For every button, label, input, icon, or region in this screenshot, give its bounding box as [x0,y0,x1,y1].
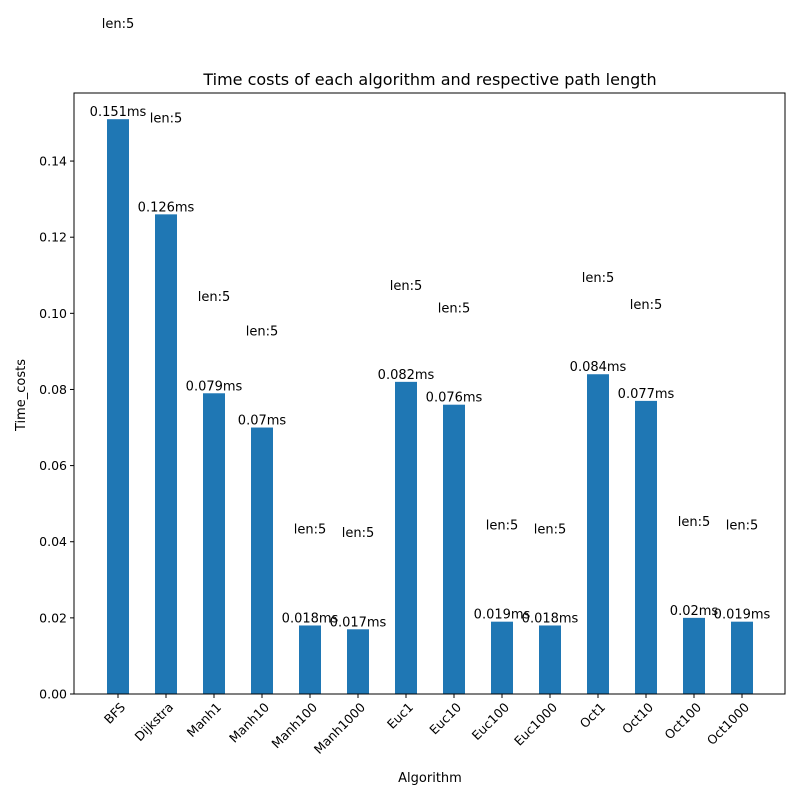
y-tick-label: 0.00 [39,687,67,702]
value-label: 0.076ms [426,391,483,406]
bar-manh1000 [347,629,369,694]
x-tick-label: BFS [101,699,128,726]
path-length-label: len:5 [582,271,615,286]
y-tick-label: 0.04 [39,534,67,549]
value-label: 0.017ms [330,615,387,630]
path-length-label: len:5 [678,515,711,530]
path-length-label: len:5 [390,279,423,294]
y-tick-label: 0.14 [39,154,67,169]
x-axis-label: Algorithm [398,771,462,786]
x-tick-label: Euc1 [384,700,416,732]
path-length-label: len:5 [102,17,135,32]
x-tick-label: Oct100 [661,699,704,742]
labels-layer: 0.151mslen:50.126mslen:50.079mslen:50.07… [90,17,771,630]
bar-manh10 [251,427,273,694]
path-length-label: len:5 [486,519,519,534]
chart-title: Time costs of each algorithm and respect… [202,70,656,89]
bar-dijkstra [155,214,177,694]
x-tick-label: Oct1000 [704,699,752,747]
bar-oct10 [635,400,657,694]
path-length-label: len:5 [198,290,231,305]
x-tick-label: Dijkstra [132,700,177,745]
plot-frame [73,92,786,695]
path-length-label: len:5 [342,526,375,541]
value-label: 0.018ms [282,611,339,626]
path-length-label: len:5 [438,302,471,317]
value-label: 0.082ms [378,368,435,383]
x-tick-label: Euc1000 [511,699,560,748]
value-label: 0.079ms [186,379,243,394]
y-tick-label: 0.06 [39,458,67,473]
bar-oct1000 [731,621,753,694]
value-label: 0.07ms [238,414,287,429]
y-axis-label: Time_costs [14,359,29,432]
path-length-label: len:5 [630,298,663,313]
value-label: 0.084ms [570,360,627,375]
path-length-label: len:5 [726,519,759,534]
value-label: 0.151ms [90,105,147,120]
x-tick-label: Euc10 [426,699,464,737]
y-tick-label: 0.08 [39,382,67,397]
bar-euc100 [491,621,513,694]
value-label: 0.019ms [714,608,771,623]
bar-euc1 [395,381,417,694]
path-length-label: len:5 [534,522,567,537]
x-tick-label: Manh10 [226,699,272,745]
bars-layer [107,119,753,695]
path-length-label: len:5 [246,324,279,339]
y-tick-label: 0.10 [39,306,67,321]
bar-euc1000 [539,625,561,694]
value-label: 0.126ms [138,200,195,215]
value-label: 0.02ms [670,604,719,619]
bar-oct100 [683,617,705,694]
x-tick-label: Euc100 [469,699,513,743]
x-tick-label: Manh1 [184,700,224,740]
y-tick-label: 0.02 [39,610,67,625]
x-tick-label: Manh1000 [311,699,368,756]
value-label: 0.077ms [618,387,675,402]
bar-euc10 [443,404,465,694]
path-length-label: len:5 [150,111,183,126]
value-label: 0.018ms [522,611,579,626]
bar-manh1 [203,393,225,694]
x-tick-label: Oct1 [577,700,609,732]
value-label: 0.019ms [474,608,531,623]
bar-bfs [107,119,129,695]
y-tick-label: 0.12 [39,230,67,245]
path-length-label: len:5 [294,522,327,537]
x-tick-label: Oct10 [619,699,656,736]
bar-manh100 [299,625,321,694]
bar-oct1 [587,374,609,694]
